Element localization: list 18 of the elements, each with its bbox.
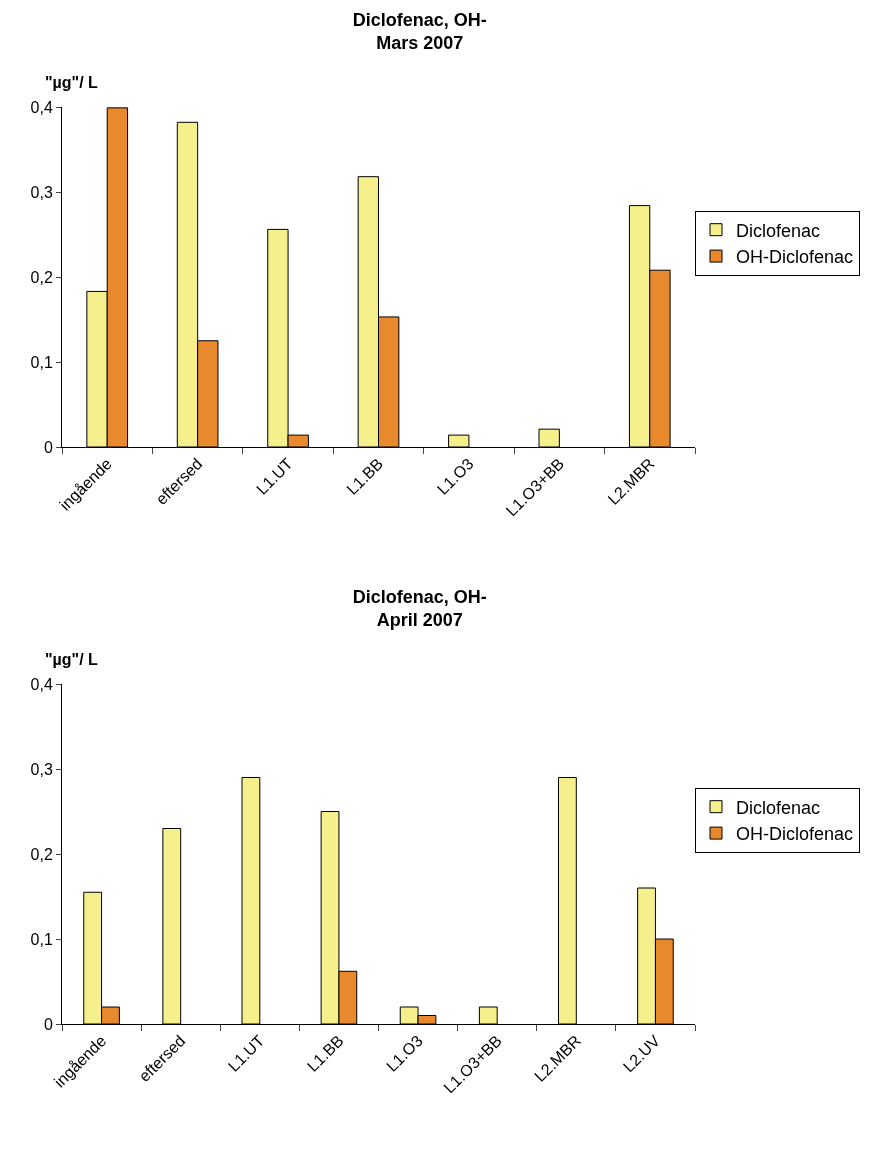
legend-label: Diclofenac (736, 797, 821, 818)
y-tick-label: 0,2 (30, 268, 53, 286)
y-tick-label: 0,1 (30, 353, 53, 371)
legend-label: OH-Diclofenac (736, 247, 854, 268)
y-axis-title: "µg"/ L (45, 74, 99, 91)
y-tick-label: 0,3 (30, 760, 53, 778)
chart-title: Diclofenac, OH- Mars 2007 (352, 9, 487, 54)
legend-label: OH-Diclofenac (736, 824, 854, 845)
y-tick-label: 0 (43, 1015, 53, 1033)
y-axis-title: "µg"/ L (45, 651, 99, 668)
y-tick-label: 0,3 (30, 183, 53, 201)
y-tick-label: 0,4 (30, 98, 53, 116)
legend-label: Diclofenac (736, 220, 821, 241)
y-tick-label: 0,2 (30, 845, 53, 863)
y-tick-label: 0 (43, 438, 53, 456)
chart-title: Diclofenac, OH- April 2007 (352, 586, 487, 631)
y-tick-label: 0,4 (30, 675, 53, 693)
y-tick-label: 0,1 (30, 930, 53, 948)
